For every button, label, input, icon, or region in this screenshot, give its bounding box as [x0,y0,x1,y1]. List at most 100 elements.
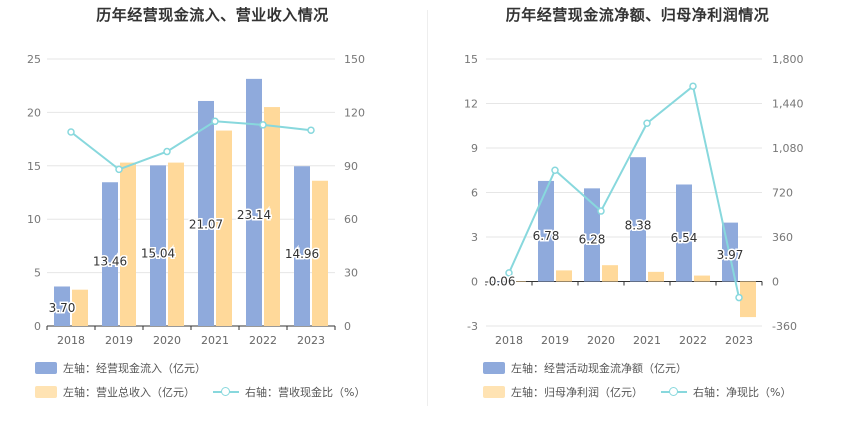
legend-line-marker-icon [661,386,687,398]
right-axis-tick-label: 30 [344,267,358,280]
ratio-point [307,126,315,134]
ratio-point [259,121,267,129]
bar-data-label: 21.07 [189,218,223,232]
legend-item-net-cash-ratio[interactable]: 右轴：净现比（%） [661,384,791,400]
ratio-point [115,165,123,174]
secondary-bar [740,281,756,318]
right-axis-tick-label: 150 [344,53,365,66]
category-label: 2020 [153,334,181,345]
legend-item-net-cash-flow[interactable]: 左轴：经营活动现金流净额（亿元） [483,360,687,376]
bar-data-label: 6.54 [671,231,698,245]
legend-label: 左轴：归母净利润（亿元） [511,386,643,399]
left-axis-tick-label: 6 [471,187,478,200]
net-cash-profit-panel: 历年经营现金流净额、归母净利润情况 -3 0 3 6 9 12 15 -360 0 360 720 1… [425,0,850,436]
left-axis-tick-label: 0 [471,276,478,289]
primary-bar [150,165,166,326]
chart-title: 历年经营现金流净额、归母净利润情况 [505,6,770,24]
category-label: 2018 [57,334,85,345]
bar-data-label: 13.46 [93,254,127,268]
primary-bar [492,281,508,283]
category-label: 2021 [633,334,661,345]
category-label: 2018 [495,334,523,345]
right-axis-tick-label: 90 [344,160,358,173]
right-axis-tick-label: 0 [344,320,351,333]
secondary-bar [556,270,572,282]
chart-title: 历年经营现金流入、营业收入情况 [96,6,329,24]
legend-row-2: 左轴：归母净利润（亿元） 右轴：净现比（%） [483,382,809,402]
category-label: 2020 [587,334,615,345]
left-axis-tick-label: 9 [471,142,478,155]
secondary-bar [216,130,232,326]
bar-data-label: 3.97 [717,248,744,262]
left-axis-tick-label: -3 [467,320,478,333]
secondary-bar [694,275,710,282]
secondary-bar [120,162,136,326]
legend-swatch [483,362,505,374]
ratio-point [551,166,559,174]
bar-data-label: -0.06 [484,275,515,289]
legend-label: 左轴：营业总收入（亿元） [63,386,195,399]
ratio-point [597,207,605,215]
left-axis-tick-label: 15 [27,160,41,173]
secondary-bar [648,271,664,282]
legend-row-2: 左轴：营业总收入（亿元） 右轴：营收现金比（%） [35,382,383,402]
primary-bar [584,188,600,282]
left-axis-tick-label: 3 [471,231,478,244]
right-axis-tick-label: 120 [344,106,365,119]
right-axis-tick-label: 720 [772,187,793,200]
ratio-point [67,128,75,136]
category-label: 2019 [541,334,569,345]
secondary-bar [168,162,184,326]
primary-bar [198,100,214,326]
legend-label: 右轴：营收现金比（%） [245,386,366,399]
right-axis-tick-label: -360 [772,320,797,333]
legend-item-cash-inflow[interactable]: 左轴：经营现金流入（亿元） [35,360,206,376]
category-label: 2021 [201,334,229,345]
left-axis-tick-label: 5 [34,267,41,280]
category-label: 2023 [297,334,325,345]
bar-data-label: 8.38 [625,219,652,233]
bar-data-label: 6.78 [533,229,560,243]
ratio-point [163,147,171,156]
cash-inflow-revenue-panel: 历年经营现金流入、营业收入情况 0 5 10 15 20 25 0 30 60 90 120 150 2… [27,6,383,402]
secondary-bar [602,265,618,282]
legend-swatch [35,362,57,374]
legend-row-1: 左轴：经营活动现金流净额（亿元） [483,358,705,378]
legend-swatch [35,386,57,398]
legend-item-net-profit[interactable]: 左轴：归母净利润（亿元） [483,384,643,400]
legend-row-1: 左轴：经营现金流入（亿元） [35,358,224,378]
left-axis-tick-label: 12 [464,98,478,111]
primary-bar [538,180,554,282]
bar-data-label: 23.14 [237,208,271,222]
primary-bar [54,286,70,326]
ratio-line [70,120,312,171]
primary-bar [102,182,118,326]
bar-data-label: 3.70 [49,301,76,315]
legend-label: 左轴：经营活动现金流净额（亿元） [511,362,687,375]
secondary-bar [264,107,280,326]
bar-data-label: 14.96 [285,247,319,261]
left-axis-tick-label: 25 [27,53,41,66]
right-axis-tick-label: 0 [772,276,779,289]
legend-label: 右轴：净现比（%） [693,386,792,399]
ratio-point [211,117,219,126]
category-label: 2022 [249,334,277,345]
legend-item-revenue[interactable]: 左轴：营业总收入（亿元） [35,384,195,400]
legend-item-cash-ratio[interactable]: 右轴：营收现金比（%） [213,384,365,400]
left-axis-tick-label: 20 [27,106,41,119]
legend-label: 左轴：经营现金流入（亿元） [63,362,206,375]
secondary-bar [312,180,328,326]
ratio-point [505,269,513,277]
category-label: 2022 [679,334,707,345]
right-axis-tick-label: 1,800 [772,53,804,66]
secondary-bar [72,289,88,326]
left-axis-tick-label: 15 [464,53,478,66]
bar-data-label: 6.28 [579,233,606,247]
net-cash-profit-chart: -3 0 3 6 9 12 15 -360 0 360 720 1,080 1,440 1,800 2018… [464,53,804,345]
ratio-point [735,293,743,302]
primary-bar [630,157,646,282]
ratio-line [508,84,740,298]
ratio-point [643,119,651,128]
cash-inflow-revenue-chart: 0 5 10 15 20 25 0 30 60 90 120 150 2018 2019 2020 2021 2… [27,53,365,345]
